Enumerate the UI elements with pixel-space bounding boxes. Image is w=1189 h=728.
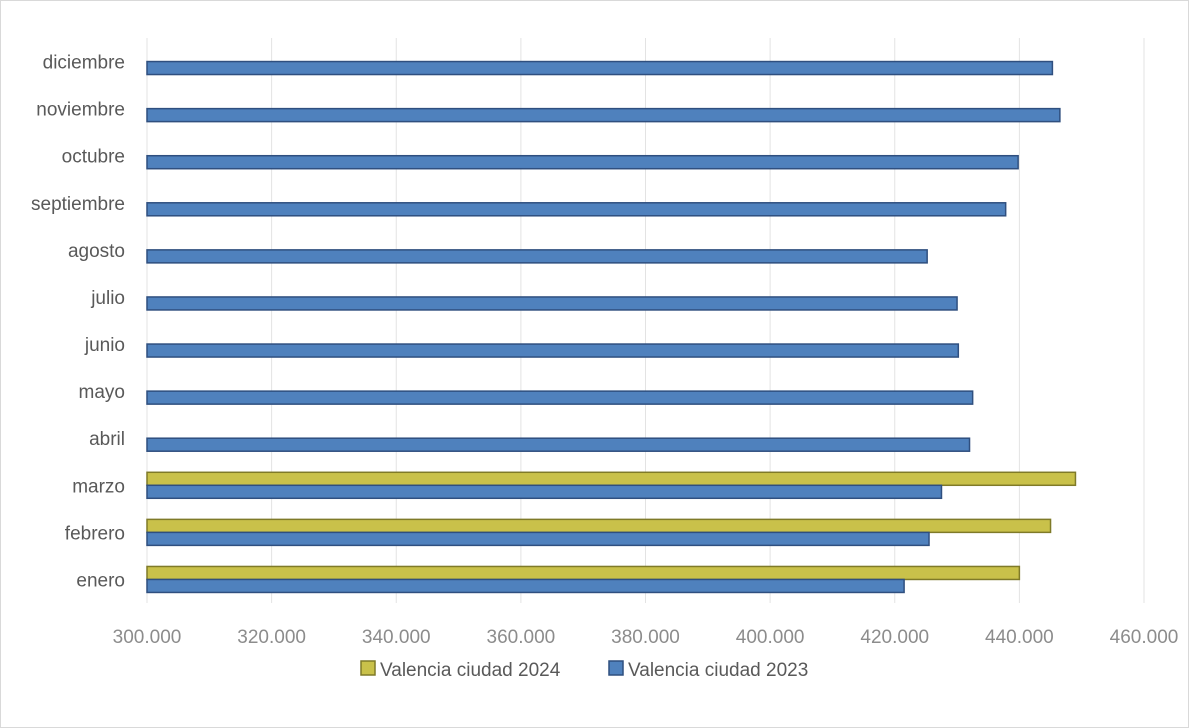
x-tick-label: 320.000 (237, 627, 306, 648)
legend-item-2023: Valencia ciudad 2023 (608, 660, 808, 681)
bar-2023-marzo (146, 484, 943, 500)
category-label: septiembre (31, 194, 125, 215)
category-label: noviembre (36, 100, 125, 121)
bar-2023-enero (146, 578, 905, 594)
gridlines (146, 38, 1145, 603)
bar-2023-noviembre (146, 107, 1061, 123)
bar-2023-junio (146, 343, 960, 358)
category-label: febrero (65, 523, 125, 544)
bars (146, 60, 1077, 594)
bar-2023-febrero (146, 531, 930, 547)
x-tick-label: 440.000 (985, 627, 1054, 648)
category-label: marzo (72, 476, 125, 497)
legend-label-2023: Valencia ciudad 2023 (628, 660, 808, 681)
x-tick-label: 460.000 (1110, 627, 1179, 648)
legend-swatch-2024 (360, 660, 376, 676)
bar-2023-octubre (146, 154, 1019, 170)
category-label: enero (76, 570, 125, 591)
bar-2023-diciembre (146, 60, 1054, 76)
legend-swatch-2023 (608, 660, 624, 676)
bar-2023-septiembre (146, 202, 1007, 217)
category-label: mayo (79, 382, 125, 403)
legend: Valencia ciudad 2024 Valencia ciudad 202… (360, 660, 808, 681)
x-tick-label: 340.000 (362, 627, 431, 648)
category-label: diciembre (43, 53, 125, 74)
bar-2024-enero (146, 565, 1021, 581)
bar-2024-febrero (146, 518, 1052, 534)
bar-2023-julio (146, 296, 958, 311)
category-label: julio (90, 288, 125, 309)
bar-2023-mayo (146, 390, 974, 405)
legend-item-2024: Valencia ciudad 2024 (360, 660, 561, 681)
bar-2023-agosto (146, 249, 928, 264)
x-tick-label: 300.000 (113, 627, 182, 648)
category-label: agosto (68, 241, 125, 262)
legend-label-2024: Valencia ciudad 2024 (380, 660, 561, 681)
category-label: abril (89, 429, 125, 450)
value-axis-labels: 300.000 320.000 340.000 360.000 380.000 400.0… (113, 627, 1179, 648)
x-tick-label: 420.000 (860, 627, 929, 648)
bar-2023-abril (146, 437, 971, 452)
category-label: octubre (62, 147, 125, 168)
x-tick-label: 400.000 (736, 627, 805, 648)
category-label: junio (84, 335, 125, 356)
bar-2024-marzo (146, 471, 1077, 487)
x-tick-label: 360.000 (487, 627, 556, 648)
x-tick-label: 380.000 (611, 627, 680, 648)
category-axis-labels: enero febrero marzo abril mayo junio julio agos… (31, 53, 125, 592)
